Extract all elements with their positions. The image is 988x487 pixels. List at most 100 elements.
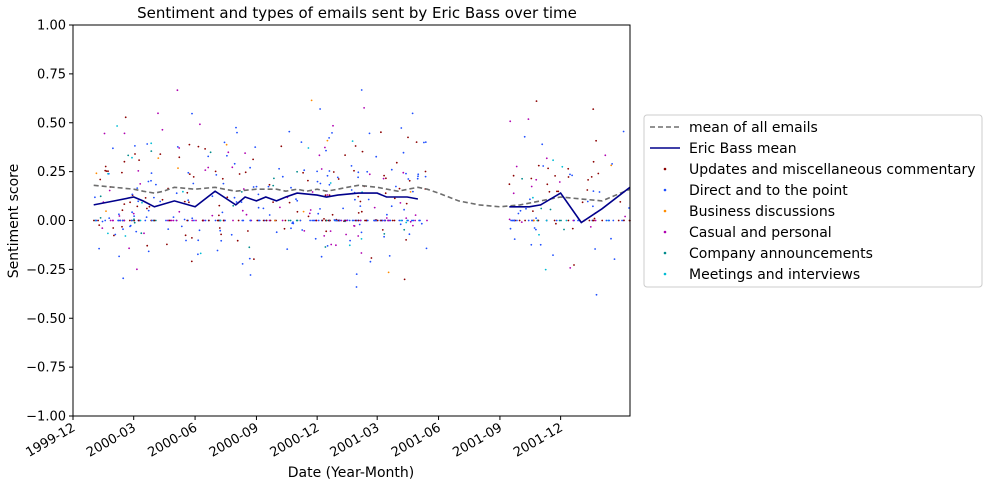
scatter-point <box>587 179 589 181</box>
y-tick-label: 0.00 <box>37 214 66 229</box>
scatter-point <box>330 243 333 246</box>
scatter-point <box>177 167 179 170</box>
scatter-point <box>545 157 548 160</box>
scatter-point <box>303 230 306 232</box>
scatter-point <box>386 213 388 216</box>
scatter-point <box>216 249 219 252</box>
scatter-point <box>195 219 197 222</box>
scatter-point <box>167 228 170 231</box>
scatter-point <box>254 146 257 149</box>
scatter-point <box>168 219 171 222</box>
scatter-point <box>573 264 575 266</box>
scatter-point <box>172 216 175 219</box>
scatter-point <box>390 205 393 208</box>
scatter-point <box>405 202 408 205</box>
scatter-point <box>226 196 229 199</box>
scatter-point <box>569 267 572 269</box>
scatter-point <box>398 187 401 190</box>
scatter-point <box>412 190 414 193</box>
legend-swatch-dot <box>663 230 667 234</box>
scatter-point <box>161 198 164 201</box>
scatter-point <box>358 223 361 226</box>
scatter-point <box>288 130 291 133</box>
scatter-point <box>257 206 260 209</box>
scatter-point <box>624 215 626 218</box>
chart-title: Sentiment and types of emails sent by Er… <box>137 4 577 22</box>
scatter-point <box>178 210 181 213</box>
scatter-point <box>572 219 575 222</box>
scatter-point <box>150 172 153 175</box>
scatter-point <box>594 248 596 250</box>
scatter-point <box>325 230 328 233</box>
scatter-point <box>604 154 607 157</box>
scatter-point <box>560 219 562 222</box>
y-tick-label: 0.25 <box>37 165 66 180</box>
scatter-point <box>184 234 187 237</box>
scatter-point <box>236 239 239 242</box>
scatter-point <box>590 176 593 178</box>
scatter-point <box>197 239 200 242</box>
scatter-point <box>153 196 155 199</box>
scatter-point <box>217 219 220 222</box>
scatter-point <box>592 205 594 208</box>
scatter-point <box>592 160 595 163</box>
scatter-point <box>124 235 127 237</box>
scatter-point <box>402 151 405 154</box>
scatter-point <box>617 219 620 222</box>
scatter-point <box>157 157 160 160</box>
scatter-point <box>219 229 222 232</box>
scatter-point <box>227 151 230 154</box>
scatter-point <box>310 99 313 102</box>
y-tick-label: −0.50 <box>26 312 66 327</box>
scatter-point <box>199 252 202 255</box>
scatter-point <box>218 204 221 207</box>
scatter-point <box>197 253 199 256</box>
scatter-point <box>268 214 271 216</box>
scatter-point <box>134 145 136 147</box>
scatter-point <box>237 219 240 222</box>
scatter-point <box>416 177 419 180</box>
scatter-point <box>121 225 123 228</box>
scatter-point <box>97 219 99 222</box>
scatter-point <box>119 219 122 222</box>
scatter-point <box>191 237 193 239</box>
scatter-point <box>116 125 118 127</box>
scatter-point <box>233 162 236 165</box>
scatter-point <box>598 191 601 193</box>
scatter-point <box>166 243 168 246</box>
scatter-point <box>535 100 538 102</box>
scatter-point <box>370 257 373 259</box>
scatter-point <box>287 219 290 222</box>
scatter-point <box>316 180 319 183</box>
scatter-point <box>393 219 396 222</box>
scatter-point <box>318 154 321 157</box>
scatter-point <box>272 184 275 187</box>
y-tick-label: 1.00 <box>37 19 66 34</box>
scatter-point <box>424 170 427 173</box>
scatter-point <box>257 193 260 196</box>
scatter-point <box>249 166 252 169</box>
scatter-point <box>191 217 194 220</box>
scatter-point <box>186 219 189 222</box>
scatter-point <box>155 183 157 186</box>
scatter-point <box>265 219 268 222</box>
scatter-point <box>517 212 520 215</box>
scatter-point <box>382 177 385 180</box>
x-axis-label: Date (Year-Month) <box>288 465 415 481</box>
scatter-point <box>183 200 186 203</box>
scatter-point <box>360 238 363 240</box>
scatter-point <box>407 178 410 180</box>
scatter-point <box>140 232 143 235</box>
scatter-point <box>101 227 104 230</box>
scatter-point <box>107 232 109 235</box>
scatter-point <box>107 172 109 175</box>
scatter-point <box>357 235 360 237</box>
scatter-point <box>220 233 223 236</box>
scatter-point <box>131 156 133 159</box>
y-tick-label: 0.75 <box>37 67 66 82</box>
scatter-point <box>351 219 354 222</box>
scatter-point <box>295 198 297 201</box>
scatter-point <box>610 237 612 240</box>
scatter-point <box>121 171 123 174</box>
scatter-point <box>135 230 138 233</box>
